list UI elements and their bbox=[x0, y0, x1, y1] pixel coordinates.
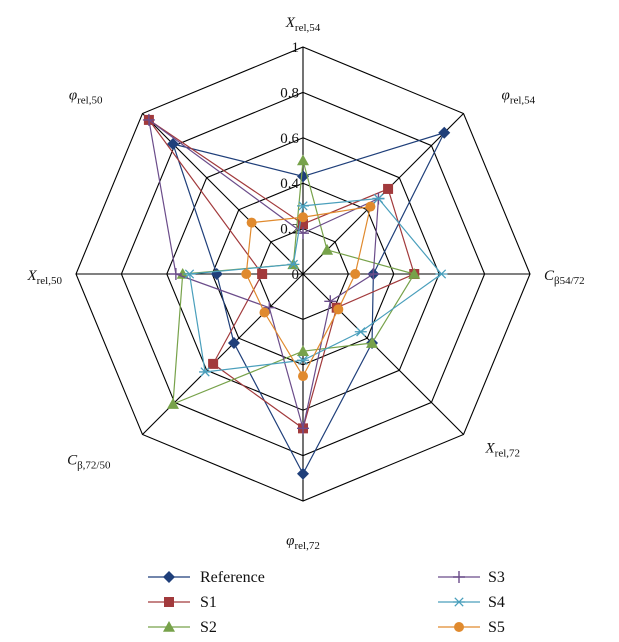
data-point bbox=[169, 268, 182, 280]
data-point bbox=[287, 259, 300, 270]
data-series bbox=[142, 113, 451, 480]
data-point bbox=[297, 345, 309, 356]
data-point bbox=[298, 219, 308, 230]
axis-label-phi_rel_54: φrel,54 bbox=[502, 87, 536, 106]
tick-label: 0.6 bbox=[280, 131, 299, 147]
data-point bbox=[246, 217, 257, 228]
data-point bbox=[259, 307, 270, 318]
legend-item-s1: S1 bbox=[148, 594, 217, 611]
data-point bbox=[298, 212, 308, 223]
data-point bbox=[297, 154, 309, 166]
data-point bbox=[333, 304, 344, 315]
axis-label-X_rel_72: Xrel,72 bbox=[485, 441, 521, 460]
legend-label: S1 bbox=[200, 594, 217, 611]
data-point bbox=[166, 137, 179, 150]
tick-label: 1 bbox=[292, 40, 300, 56]
data-point bbox=[297, 422, 309, 435]
axis-label-phi_rel_50: φrel,50 bbox=[69, 87, 103, 106]
data-point bbox=[438, 126, 451, 139]
data-point bbox=[199, 367, 212, 377]
data-point bbox=[257, 269, 268, 279]
legend-item-reference: Reference bbox=[148, 569, 265, 586]
axis-label-C_b72_50: Cβ,72/50 bbox=[67, 453, 111, 472]
legend-label: S2 bbox=[200, 619, 217, 636]
data-point bbox=[241, 269, 252, 279]
data-point bbox=[297, 467, 309, 480]
legend-item-s2: S2 bbox=[148, 619, 217, 636]
data-point bbox=[354, 327, 367, 337]
data-point bbox=[366, 337, 379, 348]
data-point bbox=[208, 358, 219, 369]
legend: Reference S1 S2 S3 S4 S5 bbox=[148, 569, 505, 636]
series-s5 bbox=[241, 201, 376, 382]
legend-label: Reference bbox=[200, 569, 265, 586]
tick-label: 0.4 bbox=[280, 176, 299, 192]
legend-item-s4: S4 bbox=[438, 594, 505, 611]
spoke-phi_rel_50 bbox=[142, 113, 304, 275]
data-point bbox=[350, 269, 361, 279]
axis-label-X_rel_50: Xrel,50 bbox=[26, 268, 62, 287]
legend-label: S4 bbox=[488, 594, 505, 611]
axis-label-phi_rel_72: φrel,72 bbox=[286, 533, 320, 552]
axis-label-X_rel_54: Xrel,54 bbox=[285, 15, 321, 34]
data-point bbox=[367, 268, 380, 280]
axis-label-C_b54_72: Cβ54/72 bbox=[544, 268, 585, 287]
axis-labels: Xrel,54 φrel,54 Cβ54/72 Xrel,72 φrel,72 Cβ,72… bbox=[26, 15, 584, 552]
data-point bbox=[365, 201, 376, 212]
data-point bbox=[166, 398, 179, 409]
data-point bbox=[408, 268, 421, 279]
data-point bbox=[176, 268, 189, 279]
data-point bbox=[142, 113, 155, 126]
data-point bbox=[435, 269, 448, 279]
data-point bbox=[321, 243, 334, 255]
data-point bbox=[227, 337, 240, 350]
legend-label: S5 bbox=[488, 619, 505, 636]
data-point bbox=[383, 183, 394, 194]
data-point bbox=[297, 355, 309, 365]
data-point bbox=[210, 268, 223, 280]
data-point bbox=[297, 201, 309, 211]
legend-item-s3: S3 bbox=[438, 569, 505, 586]
tick-label: 0.2 bbox=[280, 222, 299, 238]
legend-label: S3 bbox=[488, 569, 505, 586]
tick-label: 0.8 bbox=[280, 85, 299, 101]
legend-marker bbox=[163, 621, 175, 632]
data-point bbox=[324, 295, 337, 308]
series-line-s4 bbox=[188, 197, 443, 373]
legend-marker bbox=[163, 571, 175, 583]
series-s4 bbox=[183, 193, 448, 377]
legend-marker bbox=[453, 571, 465, 583]
data-point bbox=[183, 269, 196, 279]
data-point bbox=[372, 193, 385, 204]
legend-marker bbox=[164, 597, 174, 607]
legend-item-s5: S5 bbox=[438, 619, 505, 636]
legend-marker bbox=[454, 622, 464, 632]
tick-label: 0 bbox=[292, 267, 300, 283]
data-point bbox=[298, 371, 308, 382]
radial-tick-labels: 0 0.2 0.4 0.6 0.8 1 bbox=[280, 40, 299, 283]
legend-marker bbox=[453, 597, 465, 607]
